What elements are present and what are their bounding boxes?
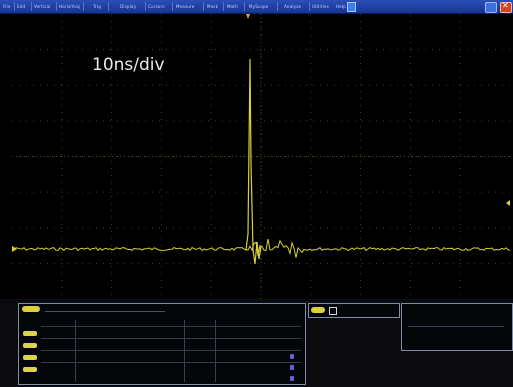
acquisition-readout-panel[interactable] [401, 303, 513, 351]
menu-separator [145, 2, 146, 11]
ch1-chip[interactable] [23, 331, 37, 336]
column-divider [75, 320, 76, 382]
menu-trig[interactable]: Trig [93, 4, 101, 9]
close-button[interactable] [500, 1, 512, 13]
menu-separator [83, 2, 84, 11]
menu-cursors[interactable]: Cursors [148, 4, 165, 9]
menu-edit[interactable]: Edit [17, 4, 26, 9]
ref-tag-icon[interactable] [290, 376, 294, 381]
menu-separator [14, 2, 15, 11]
menu-horiz-acq[interactable]: Horiz/Acq [59, 4, 80, 9]
row-divider [41, 350, 301, 351]
channel-1-ground-marker[interactable] [12, 246, 17, 252]
channel-readout-panel[interactable] [18, 303, 306, 385]
menu-file[interactable]: File [3, 4, 11, 9]
menu-mask[interactable]: Mask [207, 4, 219, 9]
menu-separator [223, 2, 224, 11]
row-divider [408, 326, 504, 327]
channel-chip[interactable] [22, 306, 40, 312]
ch2-chip[interactable] [23, 343, 37, 348]
minimize-button[interactable] [485, 2, 497, 13]
menu-separator [56, 2, 57, 11]
ref-tag-icon[interactable] [290, 365, 294, 370]
menu-utilities[interactable]: Utilities [312, 4, 329, 9]
menu-separator [309, 2, 310, 11]
menu-analyze[interactable]: Analyze [284, 4, 302, 9]
trigger-chip[interactable] [311, 307, 325, 313]
menu-measure[interactable]: Measure [176, 4, 195, 9]
menu-vertical[interactable]: Vertical [34, 4, 51, 9]
row-divider [41, 326, 301, 327]
status-indicator-icon[interactable] [347, 2, 356, 12]
trace-pulse [245, 58, 262, 265]
waveform-display[interactable] [12, 14, 510, 299]
trigger-level-marker[interactable] [506, 200, 510, 206]
timebase-label: 10ns/div [92, 55, 165, 75]
ch3-chip[interactable] [23, 355, 37, 360]
channel-1-trace [12, 58, 510, 265]
menu-separator [108, 2, 109, 11]
trigger-edge-icon [329, 307, 337, 315]
menu-separator [244, 2, 245, 11]
menu-display[interactable]: Display [120, 4, 137, 9]
menu-separator [277, 2, 278, 11]
graticule-grid [12, 14, 510, 299]
ch4-chip[interactable] [23, 367, 37, 372]
panel-header-line [45, 306, 165, 312]
ref-tag-icon[interactable] [290, 354, 294, 359]
row-divider [41, 362, 301, 363]
menu-separator [31, 2, 32, 11]
menu-math[interactable]: Math [227, 4, 238, 9]
menu-separator [203, 2, 204, 11]
menu-myscope[interactable]: MyScope [249, 4, 269, 9]
trigger-position-marker[interactable] [246, 14, 250, 19]
column-divider [215, 320, 216, 382]
column-divider [184, 320, 185, 382]
menu-bar: File Edit Vertical Horiz/Acq Trig Displa… [0, 0, 513, 14]
menu-separator [172, 2, 173, 11]
menu-help[interactable]: Help [336, 4, 346, 9]
row-divider [41, 338, 301, 339]
trigger-readout-panel[interactable] [308, 303, 400, 318]
